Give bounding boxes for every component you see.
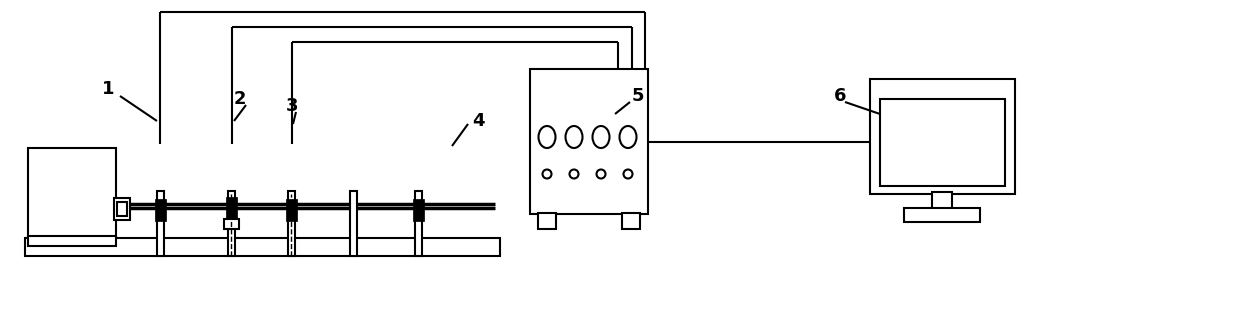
Ellipse shape — [620, 126, 636, 148]
Bar — [155, 199, 166, 221]
Text: 1: 1 — [102, 80, 114, 98]
Text: 4: 4 — [471, 112, 485, 130]
Bar — [904, 208, 980, 222]
Ellipse shape — [624, 170, 632, 178]
Bar — [226, 197, 237, 219]
Bar — [932, 192, 952, 210]
Bar — [224, 219, 239, 229]
Text: 5: 5 — [631, 87, 645, 105]
Bar — [538, 213, 556, 229]
Bar — [157, 191, 164, 256]
Bar — [413, 199, 424, 221]
Bar — [622, 213, 640, 229]
Text: 6: 6 — [833, 87, 846, 105]
Bar — [529, 69, 649, 214]
Bar — [25, 238, 500, 256]
Ellipse shape — [596, 170, 605, 178]
Bar — [880, 99, 1004, 186]
Ellipse shape — [538, 126, 556, 148]
Bar — [288, 191, 295, 256]
Bar — [350, 191, 357, 256]
Bar — [114, 198, 130, 220]
Bar — [286, 199, 298, 221]
Bar — [29, 148, 117, 238]
Bar — [228, 191, 236, 256]
Bar — [870, 79, 1016, 194]
Text: 3: 3 — [285, 97, 299, 115]
Bar — [29, 236, 117, 246]
Ellipse shape — [593, 126, 610, 148]
Bar — [415, 191, 422, 256]
Bar — [117, 202, 126, 216]
Ellipse shape — [543, 170, 552, 178]
Text: 2: 2 — [234, 90, 247, 108]
Ellipse shape — [565, 126, 583, 148]
Ellipse shape — [569, 170, 579, 178]
